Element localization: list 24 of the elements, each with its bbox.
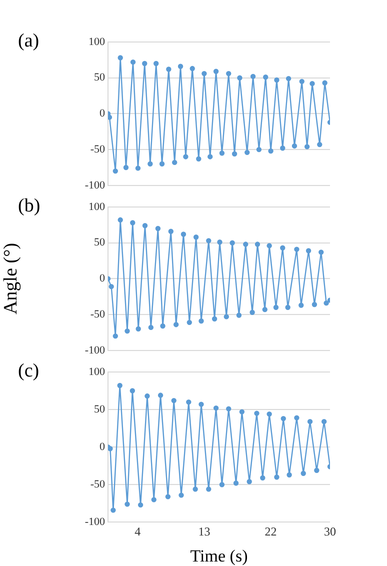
y-tick-label: -50 [90, 478, 106, 491]
y-tick-label: 50 [94, 403, 106, 416]
x-axis-title: Time (s) [190, 546, 248, 566]
x-tick-label: 4 [134, 524, 141, 539]
y-tick-label: 100 [88, 366, 106, 378]
y-tick-label: 100 [88, 36, 106, 48]
y-tick-label: -100 [84, 179, 106, 192]
x-tick-label: 30 [324, 524, 336, 539]
x-tick-label: 13 [198, 524, 210, 539]
y-tick-label: -100 [84, 516, 106, 528]
y-tick-label: 0 [100, 440, 106, 453]
y-tick-label: 0 [100, 272, 106, 285]
chart-title: (a) [18, 30, 40, 52]
y-tick-label: 50 [94, 72, 106, 84]
y-axis-title: Angle (°) [0, 242, 22, 314]
y-tick-label: 100 [88, 200, 106, 213]
chart-title: (b) [18, 195, 40, 216]
y-tick-label: 0 [100, 108, 106, 120]
x-tick-label: 22 [264, 524, 277, 539]
y-tick-label: -50 [90, 143, 106, 156]
y-tick-label: -100 [84, 344, 106, 356]
y-tick-label: 50 [94, 236, 106, 249]
y-tick-label: -50 [90, 308, 106, 320]
chart-title: (c) [18, 360, 40, 382]
